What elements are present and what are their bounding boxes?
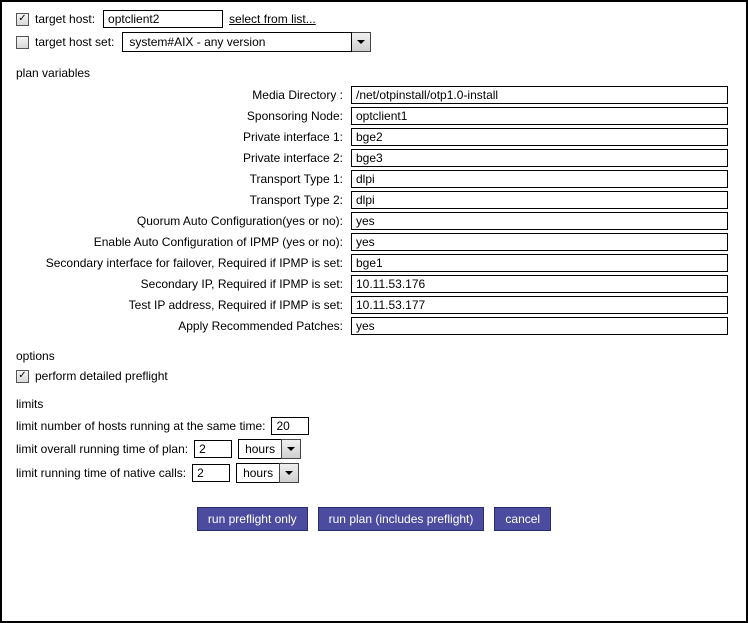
limit-native-row: limit running time of native calls: hour… — [16, 463, 732, 483]
chevron-down-icon — [286, 444, 296, 454]
chevron-down-icon — [356, 37, 366, 47]
run-plan-button[interactable]: run plan (includes preflight) — [318, 507, 485, 531]
limit-hosts-input[interactable] — [271, 417, 309, 435]
plan-variable-input[interactable] — [351, 317, 728, 335]
limit-native-unit-select[interactable]: hours — [236, 463, 280, 483]
plan-variable-row: Test IP address, Required if IPMP is set… — [16, 296, 732, 314]
options-heading: options — [16, 349, 732, 363]
limit-overall-unit-dropdown-btn[interactable] — [281, 439, 301, 459]
plan-variable-row: Transport Type 1: — [16, 170, 732, 188]
target-host-set-dropdown-btn[interactable] — [351, 32, 371, 52]
target-host-row: target host: select from list... — [16, 10, 732, 28]
plan-variable-input[interactable] — [351, 107, 728, 125]
target-host-checkbox[interactable] — [16, 13, 29, 26]
target-host-set-select[interactable]: system#AIX - any version — [122, 32, 352, 52]
plan-variable-row: Private interface 2: — [16, 149, 732, 167]
plan-variable-input[interactable] — [351, 212, 728, 230]
plan-variable-label: Transport Type 2: — [16, 193, 351, 207]
plan-variable-label: Quorum Auto Configuration(yes or no): — [16, 214, 351, 228]
limit-hosts-label: limit number of hosts running at the sam… — [16, 419, 265, 433]
plan-variable-label: Enable Auto Configuration of IPMP (yes o… — [16, 235, 351, 249]
plan-variable-label: Apply Recommended Patches: — [16, 319, 351, 333]
plan-variable-row: Enable Auto Configuration of IPMP (yes o… — [16, 233, 732, 251]
plan-variable-input[interactable] — [351, 254, 728, 272]
limits-heading: limits — [16, 397, 732, 411]
limit-overall-input[interactable] — [194, 440, 232, 458]
plan-variables-heading: plan variables — [16, 66, 732, 80]
plan-variable-row: Transport Type 2: — [16, 191, 732, 209]
detailed-preflight-checkbox[interactable] — [16, 370, 29, 383]
plan-variable-input[interactable] — [351, 170, 728, 188]
limit-native-unit-dropdown-btn[interactable] — [279, 463, 299, 483]
plan-variable-label: Secondary IP, Required if IPMP is set: — [16, 277, 351, 291]
form-panel: target host: select from list... target … — [0, 0, 748, 623]
limit-overall-unit-select[interactable]: hours — [238, 439, 282, 459]
plan-variable-row: Private interface 1: — [16, 128, 732, 146]
target-host-label: target host: — [35, 12, 95, 26]
detailed-preflight-label: perform detailed preflight — [35, 369, 168, 383]
limit-native-input[interactable] — [192, 464, 230, 482]
detailed-preflight-row: perform detailed preflight — [16, 369, 732, 383]
plan-variable-input[interactable] — [351, 275, 728, 293]
limit-native-label: limit running time of native calls: — [16, 466, 186, 480]
target-host-set-row: target host set: system#AIX - any versio… — [16, 32, 732, 52]
target-host-set-checkbox[interactable] — [16, 36, 29, 49]
plan-variable-input[interactable] — [351, 128, 728, 146]
plan-variable-label: Private interface 2: — [16, 151, 351, 165]
chevron-down-icon — [284, 468, 294, 478]
plan-variable-input[interactable] — [351, 191, 728, 209]
plan-variable-label: Test IP address, Required if IPMP is set… — [16, 298, 351, 312]
limit-hosts-row: limit number of hosts running at the sam… — [16, 417, 732, 435]
plan-variable-label: Secondary interface for failover, Requir… — [16, 256, 351, 270]
limit-overall-label: limit overall running time of plan: — [16, 442, 188, 456]
plan-variable-label: Sponsoring Node: — [16, 109, 351, 123]
limit-overall-row: limit overall running time of plan: hour… — [16, 439, 732, 459]
plan-variable-row: Media Directory : — [16, 86, 732, 104]
plan-variable-row: Secondary interface for failover, Requir… — [16, 254, 732, 272]
plan-variables-list: Media Directory : Sponsoring Node: Private… — [16, 86, 732, 335]
plan-variable-row: Apply Recommended Patches: — [16, 317, 732, 335]
plan-variable-label: Transport Type 1: — [16, 172, 351, 186]
cancel-button[interactable]: cancel — [494, 507, 551, 531]
plan-variable-row: Quorum Auto Configuration(yes or no): — [16, 212, 732, 230]
plan-variable-label: Private interface 1: — [16, 130, 351, 144]
plan-variable-input[interactable] — [351, 86, 728, 104]
target-host-input[interactable] — [103, 10, 223, 28]
plan-variable-input[interactable] — [351, 233, 728, 251]
plan-variable-input[interactable] — [351, 149, 728, 167]
run-preflight-button[interactable]: run preflight only — [197, 507, 308, 531]
plan-variable-label: Media Directory : — [16, 88, 351, 102]
select-from-list-link[interactable]: select from list... — [229, 12, 316, 26]
button-bar: run preflight only run plan (includes pr… — [16, 507, 732, 531]
plan-variable-row: Secondary IP, Required if IPMP is set: — [16, 275, 732, 293]
plan-variable-row: Sponsoring Node: — [16, 107, 732, 125]
plan-variable-input[interactable] — [351, 296, 728, 314]
target-host-set-label: target host set: — [35, 35, 114, 49]
